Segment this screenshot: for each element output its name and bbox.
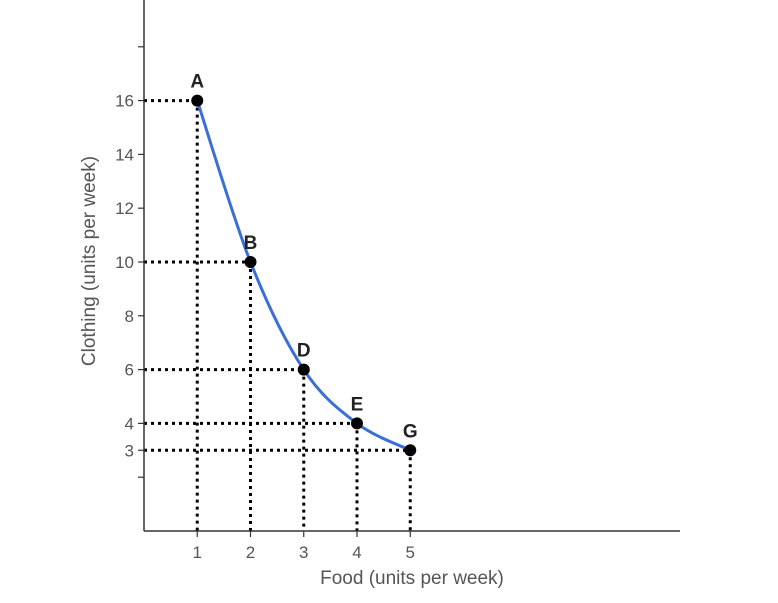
point-b bbox=[244, 256, 257, 268]
y-tick-label: 3 bbox=[125, 441, 134, 460]
x-tick-label: 5 bbox=[406, 543, 415, 562]
data-points: A B D E G bbox=[190, 72, 418, 457]
x-tick-label: 2 bbox=[246, 543, 255, 562]
point-a bbox=[191, 94, 204, 107]
y-tick-label: 4 bbox=[125, 414, 134, 433]
y-axis-title: Clothing (units per week) bbox=[79, 156, 100, 366]
point-d bbox=[297, 363, 310, 376]
point-label-d: D bbox=[297, 341, 311, 362]
x-axis-ticks: 1 2 3 4 5 bbox=[193, 531, 415, 562]
y-tick-label: 10 bbox=[115, 253, 134, 272]
y-tick-label: 8 bbox=[125, 307, 134, 326]
x-tick-label: 4 bbox=[352, 543, 361, 562]
point-e bbox=[351, 417, 363, 430]
guide-lines bbox=[144, 99, 412, 531]
point-label-a: A bbox=[190, 72, 204, 93]
y-axis-ticks: 3 4 6 8 10 12 14 16 bbox=[115, 46, 144, 478]
x-tick-label: 3 bbox=[299, 543, 308, 562]
point-label-b: B bbox=[244, 233, 258, 254]
y-tick-label: 14 bbox=[115, 145, 134, 164]
x-axis-title: Food (units per week) bbox=[320, 568, 504, 589]
point-label-e: E bbox=[351, 394, 364, 415]
axes bbox=[143, 0, 680, 532]
y-tick-label: 16 bbox=[115, 92, 134, 111]
point-g bbox=[404, 444, 417, 457]
point-label-g: G bbox=[403, 421, 418, 442]
x-tick-label: 1 bbox=[193, 543, 202, 562]
y-tick-label: 6 bbox=[125, 361, 134, 380]
y-tick-label: 12 bbox=[115, 199, 134, 218]
